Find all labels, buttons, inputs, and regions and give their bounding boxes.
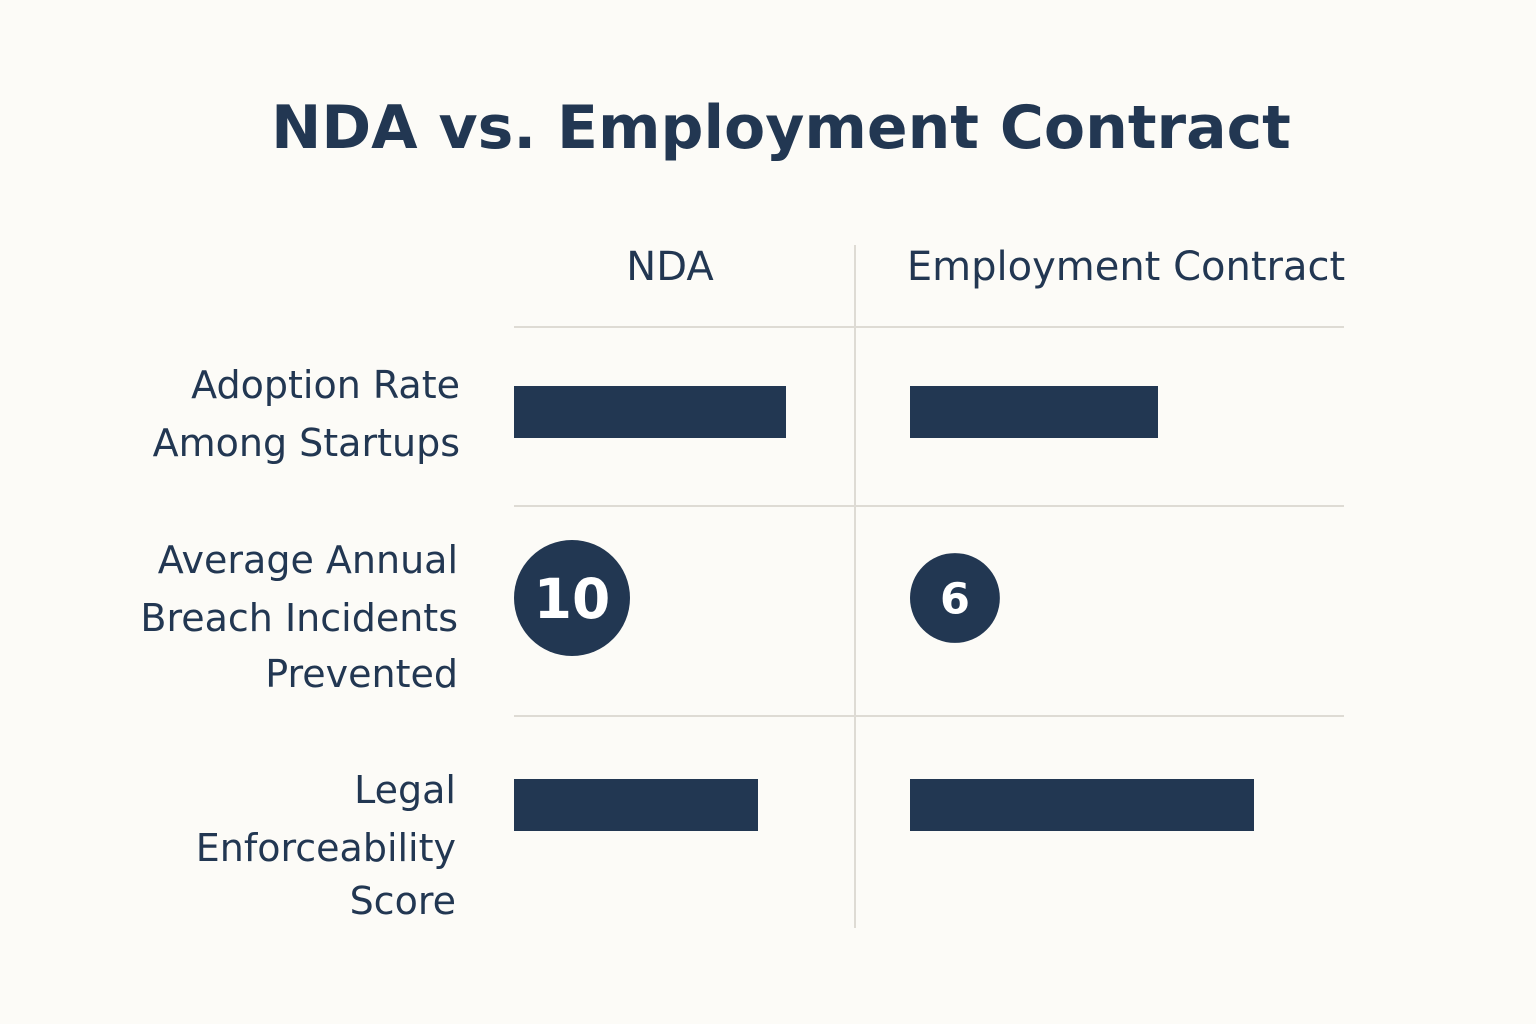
row-label-line: Average Annual — [158, 538, 458, 582]
row-label-line: Legal — [354, 768, 456, 812]
bar-nda — [514, 779, 758, 831]
value-label-employment-contract: 6 — [940, 574, 970, 624]
row-label-line: Score — [350, 879, 456, 923]
column-header-employment-contract: Employment Contract — [907, 244, 1345, 290]
value-label-nda: 10 — [534, 567, 611, 631]
bar-employment-contract — [910, 386, 1158, 438]
value-circle-nda — [514, 540, 630, 656]
bar-nda — [514, 386, 786, 438]
column-header-nda: NDA — [626, 244, 714, 290]
row-label-line: Among Startups — [153, 421, 460, 465]
rows-layer: Adoption Rate Among Startups Average Annua… — [140, 363, 1254, 923]
chart-title: NDA vs. Employment Contract — [271, 93, 1291, 163]
value-circle-employment-contract — [910, 553, 1000, 643]
row-label-line: Adoption Rate — [191, 363, 460, 407]
row-label-line: Breach Incidents — [140, 596, 458, 640]
row-label-line: Enforceability — [196, 826, 456, 870]
row-label-line: Prevented — [265, 652, 458, 696]
bar-employment-contract — [910, 779, 1254, 831]
